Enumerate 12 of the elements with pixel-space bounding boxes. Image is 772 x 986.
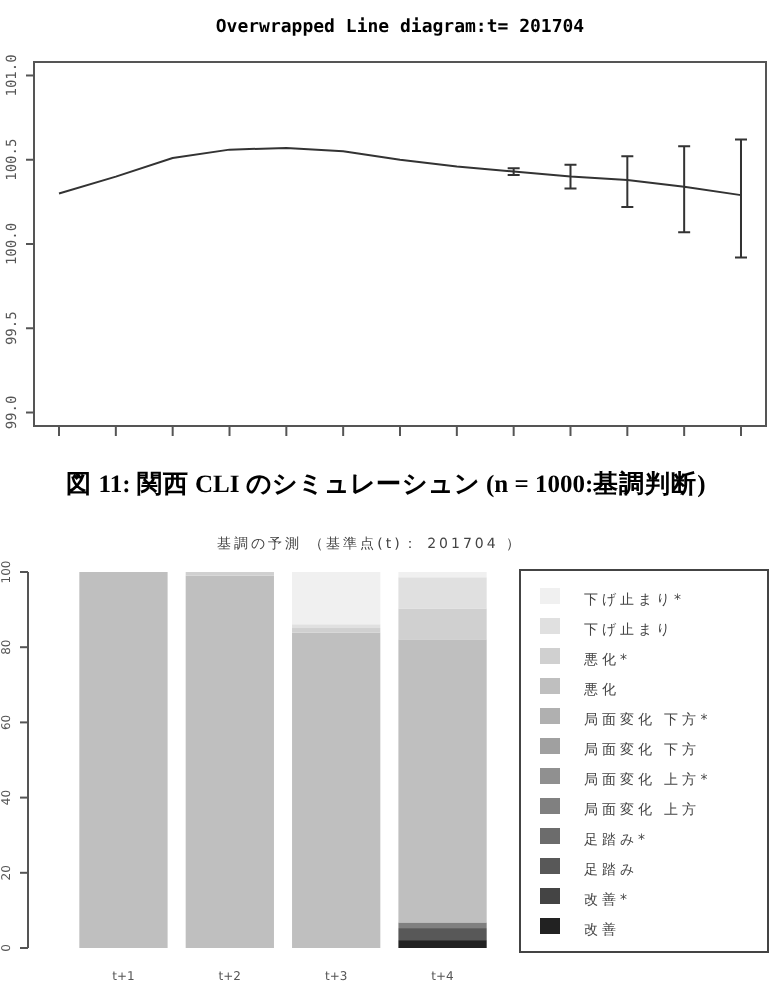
bar	[398, 928, 487, 941]
bar	[398, 940, 487, 948]
bar	[398, 577, 487, 609]
bar	[398, 608, 487, 640]
chart-title: Overwrapped Line diagram:t= 201704	[215, 16, 586, 38]
bar	[79, 572, 168, 948]
bar	[185, 575, 274, 948]
caption: 図 11: 関西 CLI のシミュレーシュン (n = 1000:基調判断)	[66, 468, 706, 498]
bar	[292, 632, 381, 948]
bar	[398, 922, 487, 929]
bar	[398, 639, 487, 923]
bar	[292, 572, 381, 625]
